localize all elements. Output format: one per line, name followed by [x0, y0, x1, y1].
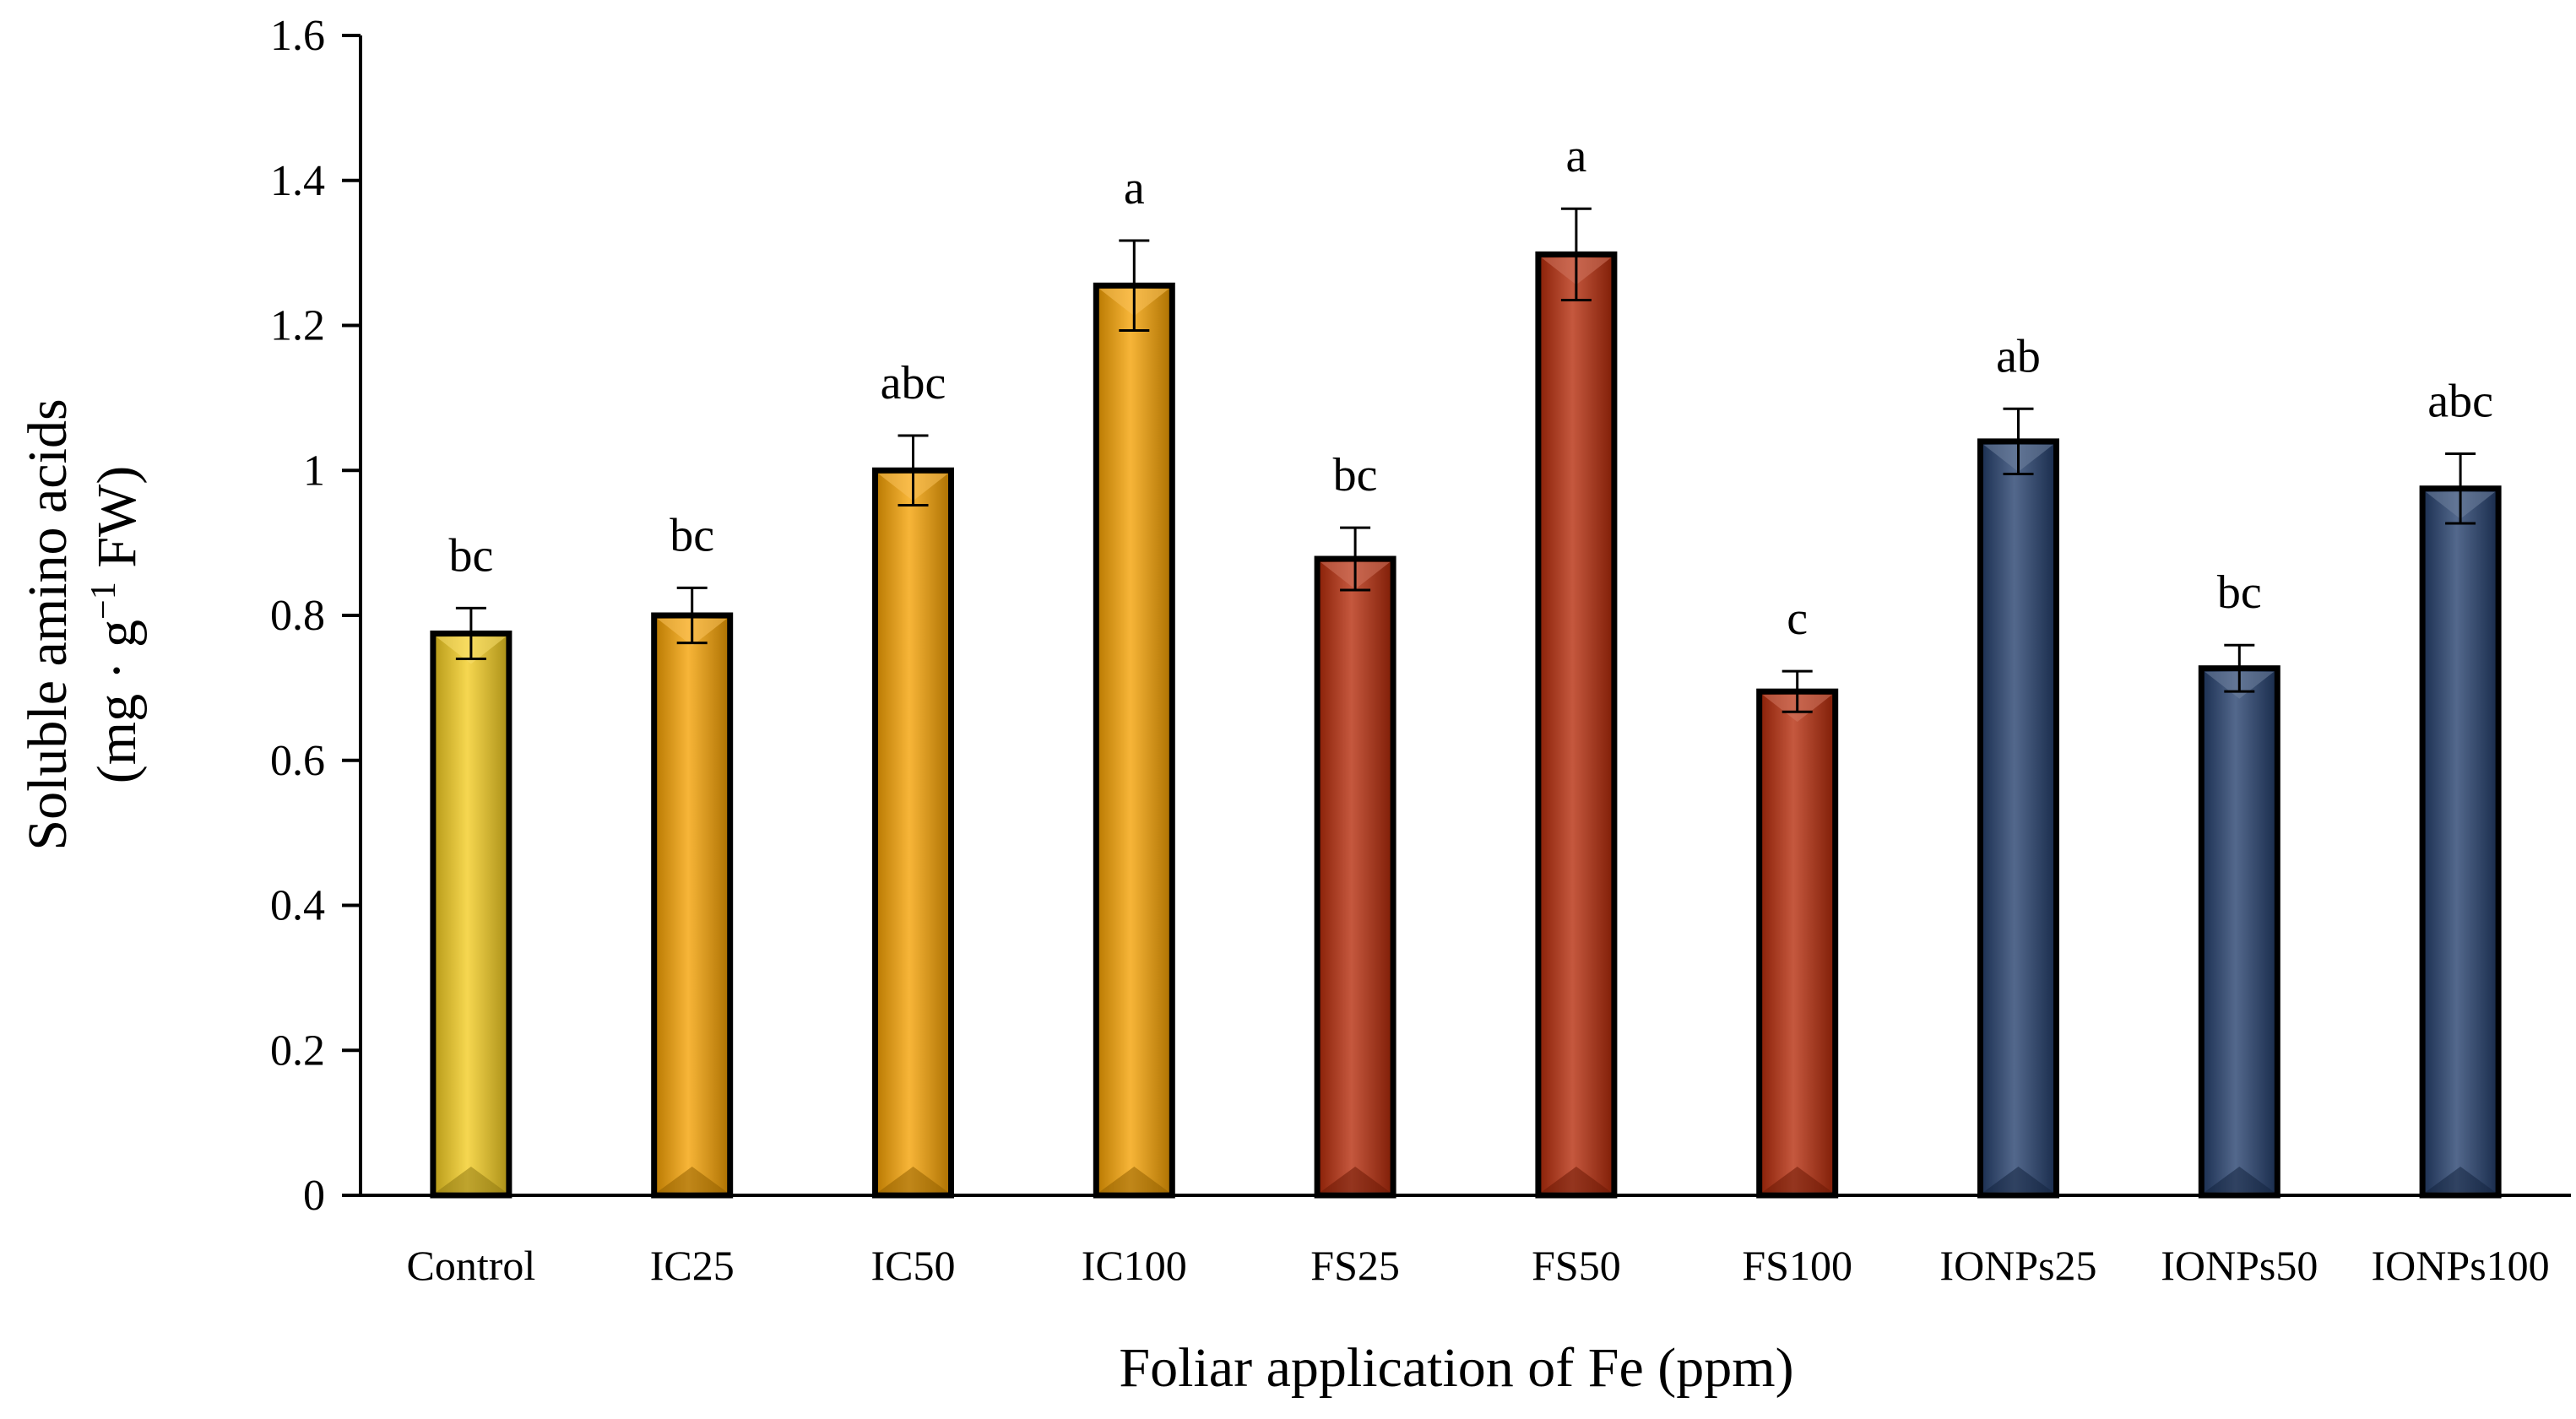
- significance-label: a: [1565, 130, 1586, 182]
- bar: [1314, 555, 1396, 1199]
- y-tick-label: 1.4: [270, 157, 325, 205]
- bar-bottom-bevel: [878, 1167, 948, 1192]
- bar-bottom-bevel: [1099, 1167, 1169, 1192]
- bar: [2419, 485, 2502, 1199]
- bar: [1093, 282, 1175, 1199]
- y-tick-label: 1.6: [270, 12, 325, 60]
- x-category-label: FS25: [1310, 1242, 1400, 1289]
- significance-label: ab: [1996, 330, 2041, 382]
- significance-label: bc: [1333, 449, 1378, 501]
- bar: [2198, 665, 2280, 1199]
- bar-bottom-bevel: [1321, 1167, 1391, 1192]
- y-tick-label: 0: [303, 1172, 325, 1220]
- bar-bottom-bevel: [1762, 1167, 1832, 1192]
- y-tick-label: 0.4: [270, 882, 325, 930]
- significance-label: bc: [670, 509, 714, 561]
- bar-bottom-bevel: [1983, 1167, 2053, 1192]
- significance-label: bc: [2217, 566, 2262, 619]
- y-axis-title-line2: (mg · g−1 FW): [84, 466, 148, 783]
- y-axis-title-line1: Soluble amino acids: [17, 398, 79, 850]
- significance-label: c: [1787, 593, 1808, 645]
- significance-label: abc: [2427, 375, 2493, 427]
- significance-label: bc: [448, 529, 493, 582]
- bar-bottom-bevel: [657, 1167, 727, 1192]
- y-tick-label: 0.2: [270, 1026, 325, 1075]
- significance-label: abc: [881, 357, 946, 409]
- y-tick-label: 1: [303, 447, 325, 495]
- significance-label: a: [1124, 162, 1145, 214]
- bar: [430, 630, 512, 1199]
- y-tick-label: 1.2: [270, 302, 325, 350]
- x-category-label: FS50: [1532, 1242, 1621, 1289]
- y-axis-title-suffix: FW): [86, 466, 148, 582]
- x-axis-title: Foliar application of Fe (ppm): [1119, 1337, 1793, 1399]
- y-tick-label: 0.6: [270, 737, 325, 785]
- bar: [1535, 251, 1618, 1199]
- bar-bottom-bevel: [436, 1167, 506, 1192]
- x-category-label: Control: [407, 1242, 536, 1289]
- y-axis-title-prefix: (mg · g: [86, 620, 148, 783]
- bar: [1756, 688, 1839, 1199]
- x-category-label: FS100: [1742, 1242, 1852, 1289]
- bar: [651, 612, 734, 1199]
- x-axis-category-labels: Control IC25 IC50 IC100 FS25 FS50 FS100 IONPs25…: [407, 1242, 2550, 1289]
- x-category-label: IC50: [871, 1242, 956, 1289]
- y-axis-title-superscript: −1: [84, 582, 123, 620]
- error-bars: [455, 207, 2476, 713]
- bar-bottom-bevel: [2426, 1167, 2496, 1192]
- x-category-label: IONPs100: [2372, 1242, 2550, 1289]
- x-category-label: IC25: [650, 1242, 735, 1289]
- bar: [1977, 438, 2059, 1199]
- bar: [872, 467, 954, 1199]
- x-category-label: IONPs25: [1939, 1242, 2096, 1289]
- bar-bottom-bevel: [2205, 1167, 2275, 1192]
- y-axis-ticks: 0 0.2 0.4 0.6 0.8 1 1.2 1.4 1.6: [270, 12, 361, 1220]
- y-tick-label: 0.8: [270, 592, 325, 640]
- y-axis-title: Soluble amino acids (mg · g−1 FW): [17, 398, 148, 850]
- x-category-label: IONPs50: [2161, 1242, 2318, 1289]
- x-category-label: IC100: [1082, 1242, 1187, 1289]
- bars: [430, 251, 2502, 1199]
- bar-bottom-bevel: [1541, 1167, 1611, 1192]
